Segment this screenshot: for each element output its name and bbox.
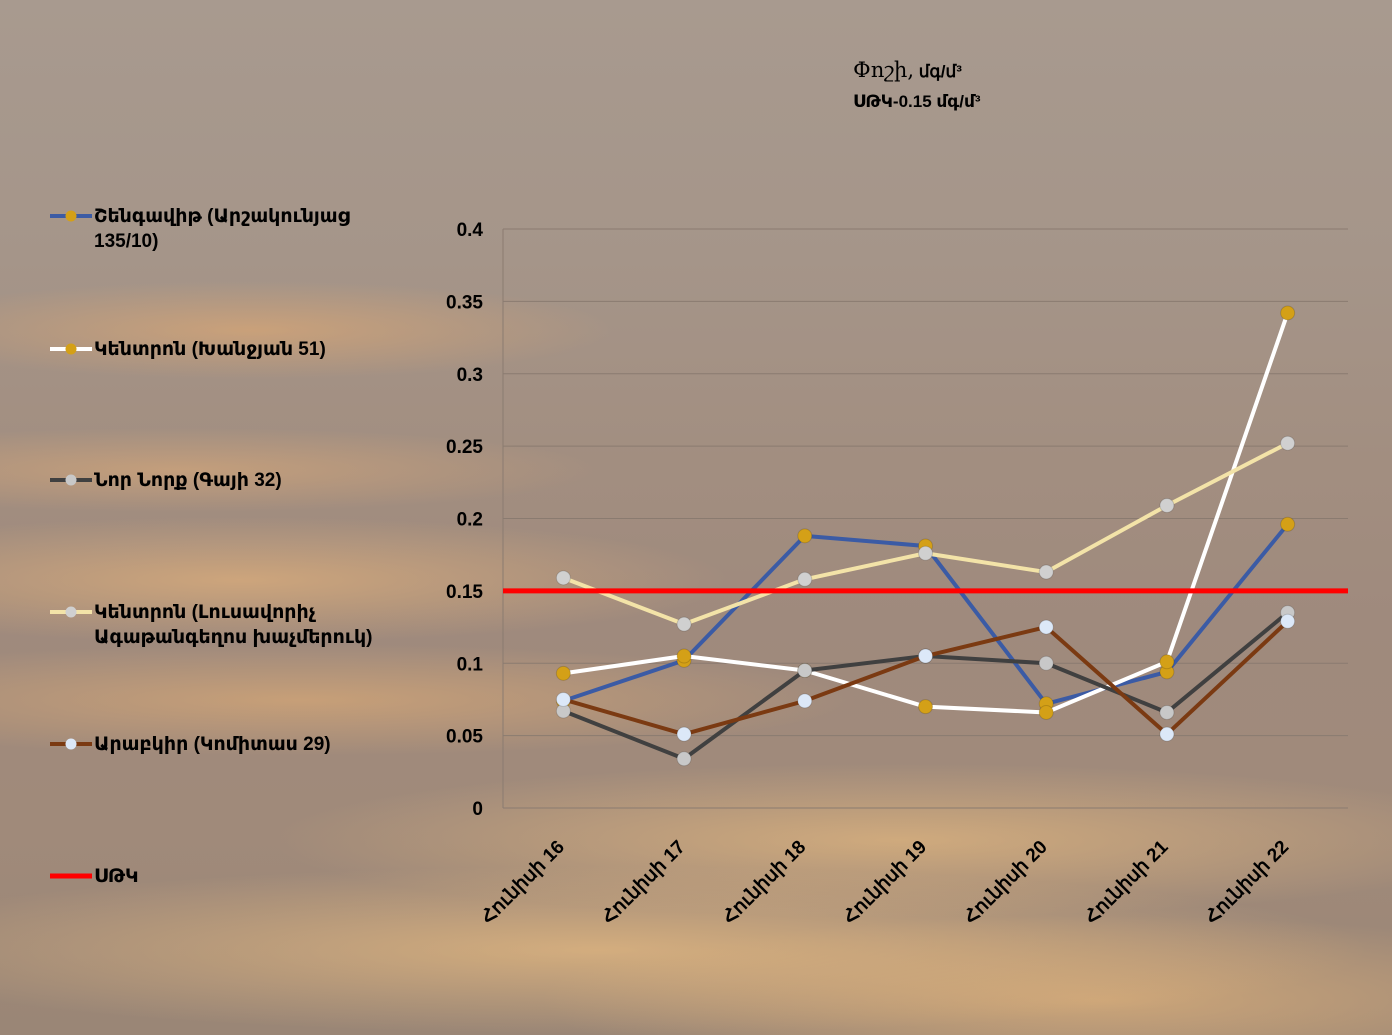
- legend-label: Կենտրոն (Խանջյան 51): [94, 339, 326, 360]
- data-point: [797, 571, 813, 587]
- legend-swatch: [50, 343, 92, 355]
- legend-item: Շենգավիթ (Արշակունյաց 135/10): [48, 204, 394, 254]
- data-point: [918, 648, 933, 664]
- data-point: [676, 648, 692, 664]
- x-tick-label: Հունիսի 18: [719, 837, 811, 929]
- legend-item: Նոր Նորք (Գայի 32): [48, 468, 394, 493]
- data-point: [1280, 305, 1296, 321]
- legend-label: Շենգավիթ (Արշակունյաց 135/10): [94, 206, 350, 252]
- y-tick-label: 0.1: [457, 654, 484, 675]
- y-tick-label: 0: [472, 799, 483, 820]
- y-tick-label: 0.05: [446, 727, 483, 748]
- data-point: [1280, 613, 1296, 629]
- x-tick-label: Հունիսի 16: [477, 837, 569, 929]
- y-tick-label: 0.15: [446, 582, 483, 603]
- x-tick-label: Հունիսի 22: [1202, 837, 1294, 929]
- data-point: [676, 751, 692, 767]
- y-tick-label: 0.3: [457, 365, 483, 386]
- data-point: [797, 662, 813, 678]
- legend-swatch: [50, 210, 92, 222]
- chart-subtitle: ՍԹԿ-0.15 մգ/մ³: [853, 92, 981, 111]
- data-point: [797, 693, 813, 709]
- legend-label: ՍԹԿ: [94, 866, 139, 887]
- data-point: [1038, 704, 1054, 720]
- legend-swatch: [50, 873, 92, 879]
- series-line: [562, 611, 1289, 761]
- legend-item: Արաբկիր (Կոմիտաս 29): [48, 732, 394, 757]
- y-tick-label: 0.2: [457, 510, 483, 531]
- data-point: [1280, 516, 1296, 532]
- data-point: [555, 665, 571, 681]
- data-point: [555, 691, 571, 707]
- series-line: [562, 441, 1289, 627]
- data-point: [1038, 655, 1054, 671]
- legend: Շենգավիթ (Արշակունյաց 135/10) Կենտրոն (Խա…: [48, 0, 428, 1035]
- gridlines: [503, 228, 1348, 809]
- legend-item: Կենտրոն (Լուսավորիչ Ագաթանգեղոս խաչմերու…: [48, 600, 394, 650]
- data-point: [1159, 497, 1175, 513]
- x-tick-label: Հունիսի 21: [1081, 836, 1173, 928]
- series-3: [555, 435, 1296, 632]
- series-4: [555, 613, 1296, 742]
- chart-title-unit: մգ/մ³: [914, 62, 962, 81]
- series-line: [562, 619, 1290, 737]
- data-point: [676, 726, 692, 742]
- y-tick-label: 0.4: [457, 220, 484, 241]
- legend-swatch: [50, 474, 92, 486]
- data-point: [555, 570, 571, 586]
- x-tick-label: Հունիսի 20: [960, 837, 1052, 929]
- legend-label: Արաբկիր (Կոմիտաս 29): [94, 734, 331, 755]
- data-point: [918, 545, 933, 561]
- legend-swatch: [50, 606, 92, 618]
- data-point: [676, 616, 692, 632]
- chart-title: Փոշի, մգ/մ³: [853, 58, 962, 82]
- legend-swatch: [50, 738, 92, 750]
- legend-label: Կենտրոն (Լուսավորիչ Ագաթանգեղոս խաչմերու…: [94, 602, 373, 648]
- legend-item: ՍԹԿ: [48, 864, 394, 889]
- x-tick-label: Հունիսի 19: [839, 837, 931, 929]
- y-tick-label: 0.25: [446, 437, 483, 458]
- data-point: [797, 528, 813, 544]
- series-2: [555, 605, 1296, 767]
- legend-item: Կենտրոն (Խանջյան 51): [48, 337, 394, 362]
- data-point: [1038, 619, 1054, 635]
- data-point: [1159, 654, 1175, 670]
- data-point: [918, 699, 933, 715]
- legend-label: Նոր Նորք (Գայի 32): [94, 470, 282, 491]
- data-point: [1159, 726, 1175, 742]
- data-point: [1038, 564, 1054, 580]
- data-point: [1159, 704, 1175, 720]
- y-tick-label: 0.35: [446, 292, 483, 313]
- data-point: [1280, 435, 1296, 451]
- x-tick-label: Հունիսի 17: [598, 837, 690, 929]
